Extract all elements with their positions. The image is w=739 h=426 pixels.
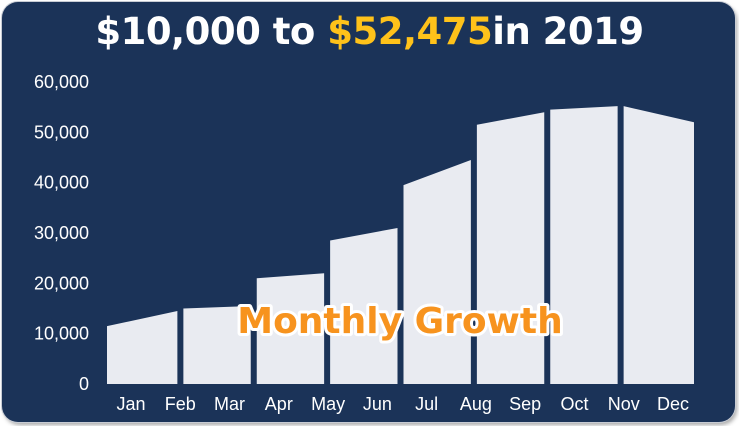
y-axis-ticks: 0 10,000 20,000 30,000 40,000 50,000 60,000 <box>34 72 89 394</box>
area-segment <box>183 305 251 384</box>
y-tick-label: 20,000 <box>34 273 89 293</box>
x-axis-ticks: Jan Feb Mar Apr May Jun Jul Aug Sep Oct Nov Dec <box>116 394 689 414</box>
x-tick-label: Mar <box>214 394 245 414</box>
y-tick-label: 50,000 <box>34 122 89 142</box>
overlay-label: Monthly Growth <box>237 301 563 342</box>
y-tick-label: 0 <box>79 374 89 394</box>
area-segment <box>623 106 694 384</box>
title-prefix: $10,000 to <box>95 10 328 53</box>
x-tick-label: Aug <box>460 394 492 414</box>
y-tick-label: 40,000 <box>34 173 89 193</box>
area-segment <box>107 311 178 384</box>
x-tick-label: Oct <box>560 394 588 414</box>
title-highlight-amount: $52,475 <box>327 10 493 53</box>
area-segments <box>107 106 694 384</box>
x-tick-label: Apr <box>265 394 293 414</box>
area-segment <box>403 160 471 384</box>
x-tick-label: Feb <box>165 394 196 414</box>
x-tick-label: Nov <box>608 394 640 414</box>
x-tick-label: Sep <box>509 394 541 414</box>
area-segment <box>256 273 325 384</box>
y-tick-label: 10,000 <box>34 324 89 344</box>
y-tick-label: 30,000 <box>34 223 89 243</box>
title-suffix: in 2019 <box>492 10 644 53</box>
x-tick-label: Jun <box>363 394 392 414</box>
x-tick-label: Dec <box>657 394 689 414</box>
area-segment <box>330 227 398 384</box>
x-tick-label: May <box>311 394 345 414</box>
y-tick-label: 60,000 <box>34 72 89 92</box>
area-segment <box>476 112 545 384</box>
x-tick-label: Jul <box>415 394 438 414</box>
chart-title: $10,000 to $52,475in 2019 <box>0 10 739 53</box>
x-tick-label: Jan <box>116 394 145 414</box>
area-segment <box>550 106 618 384</box>
